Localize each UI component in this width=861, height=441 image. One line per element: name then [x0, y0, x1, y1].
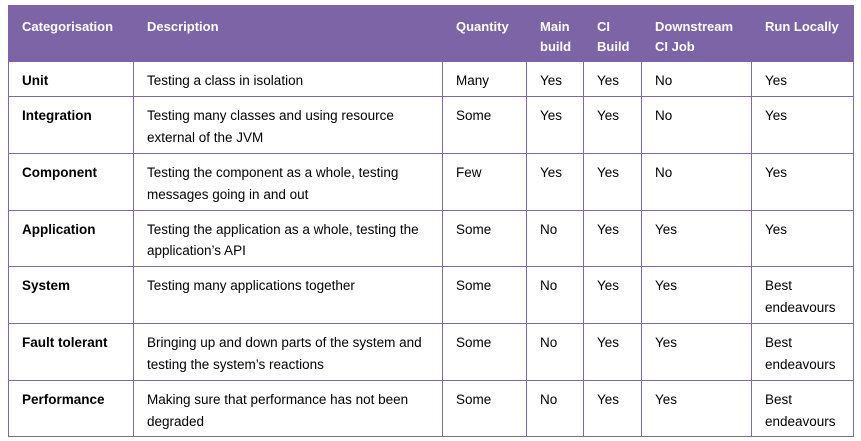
cell-categorisation: Fault tolerant [8, 323, 134, 381]
cell-description: Testing many applications together [133, 266, 443, 325]
cell-quantity: Some [442, 96, 527, 154]
table-row: Component Testing the component as a whol… [8, 152, 854, 211]
cell-categorisation: Application [8, 209, 134, 268]
cell-categorisation: System [8, 266, 134, 325]
cell-main_build: No [526, 209, 584, 268]
cell-downstream_ci_job: Yes [641, 379, 752, 438]
cell-quantity: Some [442, 209, 527, 268]
column-header-main_build: Main build [526, 4, 584, 63]
column-header-quantity: Quantity [442, 4, 527, 63]
cell-ci_build: Yes [583, 323, 642, 381]
cell-main_build: Yes [526, 152, 584, 211]
cell-downstream_ci_job: No [641, 96, 752, 154]
cell-ci_build: Yes [583, 379, 642, 438]
cell-run_locally: Yes [751, 61, 854, 98]
test-categorisation-table: Categorisation Description Quantity Main bu… [8, 4, 854, 438]
cell-downstream_ci_job: No [641, 152, 752, 211]
cell-run_locally: Best endeavours [751, 379, 854, 438]
table-row: Integration Testing many classes and usin… [8, 96, 854, 154]
cell-categorisation: Unit [8, 61, 134, 98]
cell-ci_build: Yes [583, 96, 642, 154]
cell-description: Making sure that performance has not bee… [133, 379, 443, 438]
cell-quantity: Many [442, 61, 527, 98]
table-row: Application Testing the application as a … [8, 209, 854, 268]
cell-main_build: No [526, 323, 584, 381]
cell-main_build: No [526, 266, 584, 325]
cell-categorisation: Performance [8, 379, 134, 438]
column-header-run_locally: Run Locally [751, 4, 854, 63]
cell-ci_build: Yes [583, 61, 642, 98]
column-header-downstream_ci_job: Downstream CI Job [641, 4, 752, 63]
cell-categorisation: Component [8, 152, 134, 211]
cell-quantity: Some [442, 379, 527, 438]
cell-run_locally: Yes [751, 209, 854, 268]
column-header-categorisation: Categorisation [8, 4, 134, 63]
cell-downstream_ci_job: No [641, 61, 752, 98]
cell-run_locally: Yes [751, 152, 854, 211]
cell-quantity: Few [442, 152, 527, 211]
cell-run_locally: Yes [751, 96, 854, 154]
table-row: Unit Testing a class in isolation Many Yes Y… [8, 61, 854, 98]
cell-description: Testing the component as a whole, testin… [133, 152, 443, 211]
column-header-description: Description [133, 4, 443, 63]
table-row: Fault tolerant Bringing up and down parts… [8, 323, 854, 381]
header-row: Categorisation Description Quantity Main bu… [8, 4, 854, 63]
cell-downstream_ci_job: Yes [641, 266, 752, 325]
cell-run_locally: Best endeavours [751, 266, 854, 325]
cell-ci_build: Yes [583, 209, 642, 268]
cell-description: Testing the application as a whole, test… [133, 209, 443, 268]
cell-downstream_ci_job: Yes [641, 323, 752, 381]
cell-main_build: Yes [526, 61, 584, 98]
cell-ci_build: Yes [583, 152, 642, 211]
cell-quantity: Some [442, 266, 527, 325]
cell-main_build: Yes [526, 96, 584, 154]
cell-ci_build: Yes [583, 266, 642, 325]
cell-categorisation: Integration [8, 96, 134, 154]
table-row: System Testing many applications together… [8, 266, 854, 325]
cell-description: Bringing up and down parts of the system… [133, 323, 443, 381]
cell-quantity: Some [442, 323, 527, 381]
column-header-ci_build: CI Build [583, 4, 642, 63]
cell-main_build: No [526, 379, 584, 438]
table-row: Performance Making sure that performance … [8, 379, 854, 438]
cell-downstream_ci_job: Yes [641, 209, 752, 268]
cell-run_locally: Best endeavours [751, 323, 854, 381]
cell-description: Testing many classes and using resource … [133, 96, 443, 154]
cell-description: Testing a class in isolation [133, 61, 443, 98]
